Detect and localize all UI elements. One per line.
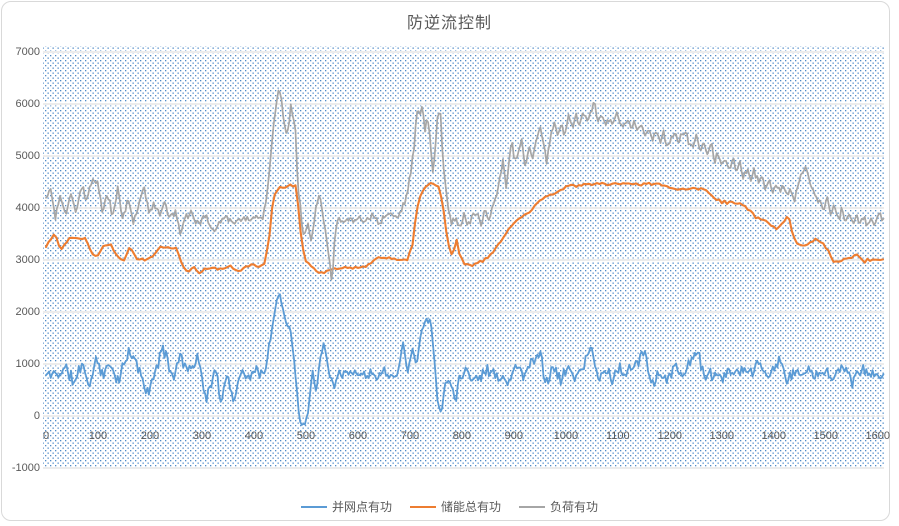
- x-axis-tick-label: 300: [192, 430, 212, 442]
- x-axis-tick-label: 600: [348, 430, 368, 442]
- x-axis-tick-label: 0: [42, 430, 50, 442]
- legend-item[interactable]: 储能总有功: [409, 498, 501, 515]
- series-line-1: [44, 181, 885, 275]
- x-axis-tick-label: 1200: [657, 430, 683, 442]
- y-axis-tick-label: 4000: [15, 202, 40, 214]
- x-axis-tick-label: 1400: [761, 430, 787, 442]
- x-axis-tick-label: 200: [140, 430, 160, 442]
- y-axis-tick-label: 1000: [15, 358, 40, 370]
- x-axis-tick-label: 400: [244, 430, 264, 442]
- chart-title: 防逆流控制: [406, 15, 492, 32]
- x-axis-tick-label: 800: [452, 430, 472, 442]
- x-axis-tick-label: 500: [296, 430, 316, 442]
- y-axis-tick-label: -1000: [11, 462, 40, 474]
- x-axis-tick-label: 700: [400, 430, 420, 442]
- legend-line-swatch: [519, 505, 545, 508]
- x-axis-tick-label: 1300: [709, 430, 735, 442]
- legend-item[interactable]: 负荷有功: [519, 498, 598, 515]
- legend-line-swatch: [409, 505, 436, 508]
- series-line-0: [45, 293, 885, 426]
- legend-label: 并网点有功: [331, 500, 392, 514]
- legend-item[interactable]: 并网点有功: [300, 498, 392, 515]
- y-axis-tick-label: 2000: [15, 306, 40, 318]
- x-axis-tick-label: 1100: [606, 430, 630, 442]
- y-axis-tick-label: 0: [33, 410, 40, 422]
- x-axis-tick-label: 900: [504, 430, 524, 442]
- y-axis-tick-label: 3000: [15, 254, 40, 266]
- legend: 并网点有功 储能总有功 负荷有功: [0, 498, 899, 515]
- x-axis-tick-label: 1600: [865, 430, 890, 442]
- y-axis-tick-label: 6000: [15, 98, 40, 110]
- series-line-2: [45, 89, 885, 281]
- y-axis-tick-label: 7000: [15, 46, 40, 58]
- legend-label: 负荷有功: [550, 500, 599, 514]
- pattern-background: [43, 46, 884, 470]
- x-axis-tick-label: 1500: [813, 430, 838, 442]
- x-axis-tick-label: 100: [88, 430, 108, 442]
- legend-label: 储能总有功: [440, 500, 501, 514]
- y-axis-tick-label: 5000: [15, 150, 40, 162]
- legend-line-swatch: [300, 505, 327, 508]
- x-axis-tick-label: 1000: [553, 430, 579, 442]
